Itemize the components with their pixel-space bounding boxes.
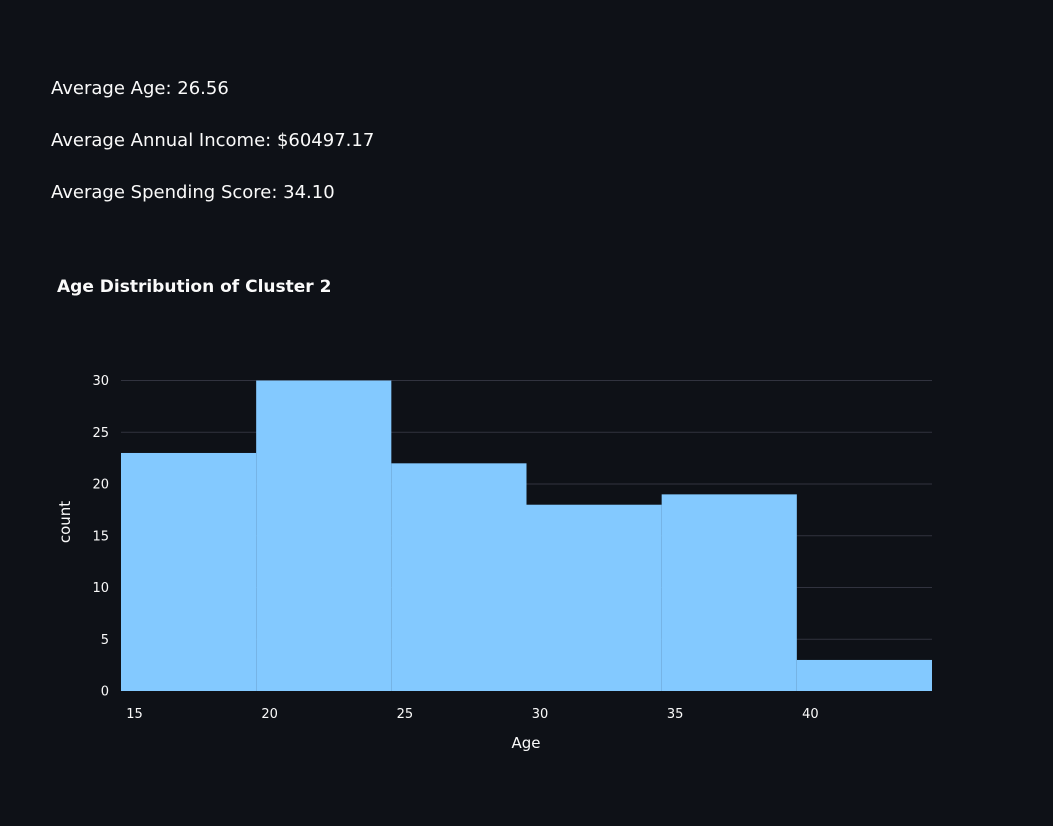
histogram-bar[interactable] [796,659,932,691]
average-age-text: Average Age: 26.56 [51,78,229,99]
x-tick-label: 30 [532,707,549,722]
y-tick-label: 15 [92,529,109,544]
x-tick-label: 25 [397,707,414,722]
y-tick-label: 5 [101,633,109,648]
y-tick-label: 10 [92,581,109,596]
histogram-bar[interactable] [391,463,527,691]
x-axis-label: Age [511,734,540,752]
x-tick-label: 40 [802,707,819,722]
chart-title: Age Distribution of Cluster 2 [57,277,331,297]
x-tick-label: 15 [126,707,143,722]
y-tick-label: 25 [92,426,109,441]
y-tick-labels: 0 5 10 15 20 25 30 [92,374,109,699]
histogram-bar[interactable] [661,494,797,691]
x-tick-label: 20 [261,707,278,722]
histogram-bar[interactable] [121,452,257,691]
chart-svg: Age Distribution of Cluster 2 0 5 10 15 20 25… [56,277,932,752]
histogram-chart[interactable]: Age Distribution of Cluster 2 0 5 10 15 20 25… [0,255,1053,775]
bars [121,380,932,691]
histogram-bar[interactable] [526,504,662,691]
average-spending-score-text: Average Spending Score: 34.10 [51,182,335,203]
x-tick-label: 35 [667,707,684,722]
average-income-text: Average Annual Income: $60497.17 [51,130,375,151]
y-tick-label: 20 [92,478,109,493]
x-tick-labels: 15 20 25 30 35 40 [126,707,818,722]
y-axis-label: count [56,501,74,543]
histogram-bar[interactable] [256,380,392,691]
y-tick-label: 30 [92,374,109,389]
y-tick-label: 0 [101,685,109,700]
